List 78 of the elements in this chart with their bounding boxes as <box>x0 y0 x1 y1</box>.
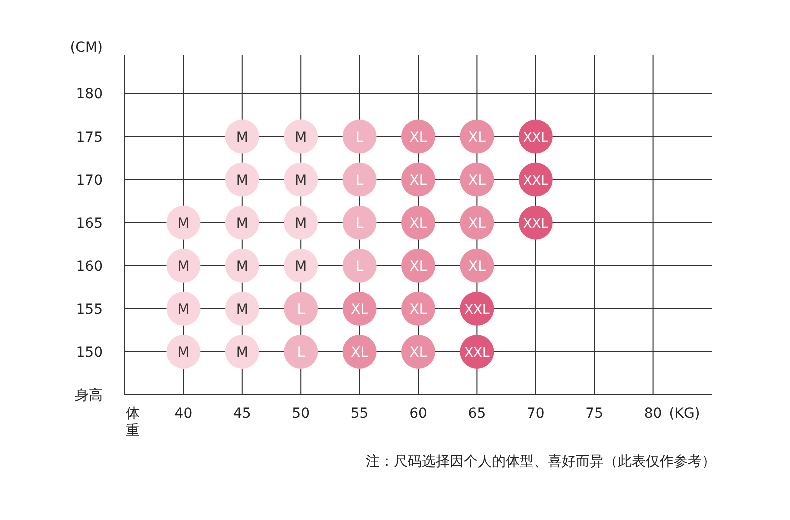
y-tick-label: 180 <box>76 86 103 103</box>
point <box>225 162 260 197</box>
text: L <box>297 344 306 361</box>
x-tick-label: 70 <box>526 406 545 422</box>
text: M <box>236 344 248 361</box>
y-tick-label: 170 <box>76 172 103 189</box>
point <box>284 292 318 326</box>
x-axis-title: (KG) <box>669 406 700 422</box>
series-label: XXL <box>464 302 490 318</box>
text: XXL <box>523 216 548 232</box>
text: M <box>178 216 190 232</box>
point <box>284 248 318 283</box>
point <box>342 206 377 240</box>
x-tick-label: 75 <box>586 406 604 422</box>
text: M <box>178 302 190 318</box>
text: XL <box>468 130 486 146</box>
point <box>225 120 260 154</box>
x-tick-label: 50 <box>292 406 310 422</box>
x-tick-label: 45 <box>233 406 252 422</box>
y-tick-label: 155 <box>76 302 103 318</box>
point <box>342 248 377 283</box>
series-label: XL <box>410 216 428 232</box>
text: M <box>178 344 190 361</box>
text: XL <box>410 302 428 318</box>
point <box>166 334 201 369</box>
text: M <box>236 258 248 275</box>
y-tick-label: 175 <box>76 130 103 146</box>
x-tick-label: 55 <box>350 406 369 422</box>
text: XL <box>410 344 428 361</box>
text: XL <box>351 344 368 361</box>
point <box>166 248 201 283</box>
point <box>342 162 377 197</box>
text: 注：尺码选择因个人的体型、喜好而异（此表仅作参考） <box>366 454 716 470</box>
text: M <box>236 216 248 232</box>
text: XXL <box>523 130 548 146</box>
y-tick-label: 身高 <box>75 388 103 404</box>
text: XL <box>468 172 486 189</box>
x-tick-label: 65 <box>468 406 486 422</box>
text: M <box>178 258 190 275</box>
y-tick-label: 165 <box>76 216 103 232</box>
point <box>225 248 260 283</box>
text: XL <box>410 130 428 146</box>
point <box>225 206 260 240</box>
series-label: L <box>356 216 364 232</box>
text: L <box>297 302 306 318</box>
point <box>225 334 260 369</box>
text: M <box>295 258 308 275</box>
text: M <box>236 302 248 318</box>
x-tick-label: 40 <box>174 406 193 422</box>
text: L <box>356 130 364 146</box>
y-tick-label: 150 <box>76 344 103 361</box>
point <box>284 206 318 240</box>
text: XL <box>410 258 428 275</box>
x-tick-label: 60 <box>410 406 428 422</box>
x-tick-label: 80 <box>644 406 662 422</box>
text: L <box>356 172 364 189</box>
point <box>166 206 201 240</box>
point <box>284 120 318 154</box>
text: XL <box>468 216 486 232</box>
point <box>225 292 260 326</box>
text: XL <box>351 302 368 318</box>
point <box>166 292 201 326</box>
y-tick-label: 160 <box>76 258 103 275</box>
text: XXL <box>523 174 548 189</box>
text: M <box>295 130 308 146</box>
point <box>284 334 318 369</box>
text: M <box>236 130 248 146</box>
text: M <box>236 172 248 189</box>
point <box>284 162 318 197</box>
text: XXL <box>464 346 490 361</box>
y-axis-title: (CM) <box>70 40 103 56</box>
text: L <box>356 258 364 275</box>
series-label: M <box>295 216 308 232</box>
text: M <box>295 172 308 189</box>
point <box>342 120 377 154</box>
text: XL <box>410 172 428 189</box>
x-tick-label: 体重 <box>126 406 140 439</box>
text: XL <box>468 258 486 275</box>
